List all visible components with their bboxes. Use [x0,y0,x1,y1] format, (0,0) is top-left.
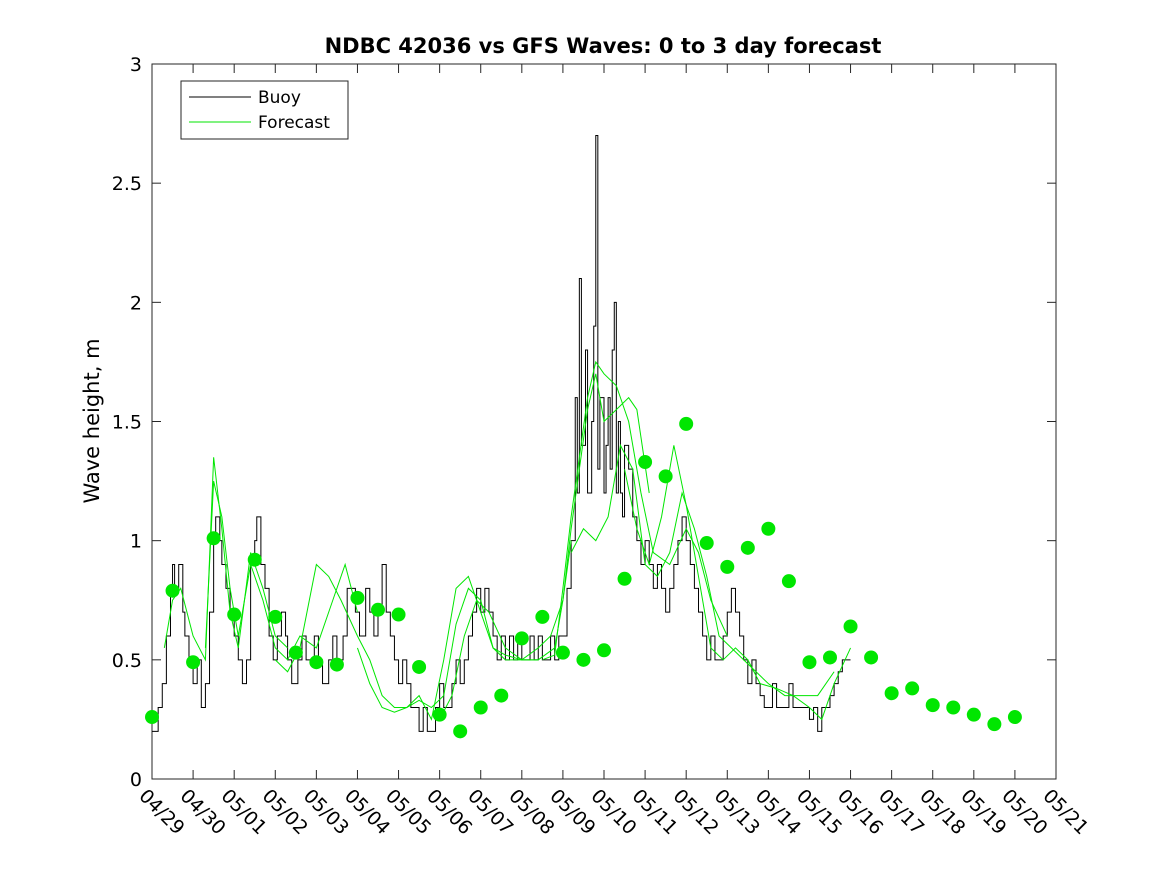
forecast-marker [884,686,899,701]
x-tick-label: 05/02 [258,785,312,839]
forecast-marker [925,698,940,713]
x-tick-label: 05/13 [710,785,764,839]
forecast-marker [145,710,159,725]
forecast-marker [1007,710,1022,725]
forecast-marker [864,650,879,665]
series-layer [145,135,1022,739]
x-tick-label: 05/01 [217,785,271,839]
forecast-marker [206,531,221,546]
forecast-marker [597,643,611,658]
forecast-marker [638,455,653,470]
legend-forecast-label: Forecast [258,113,330,133]
forecast-run-line [542,360,728,661]
forecast-marker [432,707,447,722]
forecast-marker [453,724,468,739]
forecast-marker [227,607,242,622]
x-tick-label: 05/09 [545,785,599,839]
forecast-marker [391,607,406,622]
x-tick-label: 05/20 [997,785,1051,839]
forecast-marker [740,540,755,555]
x-tick-label: 05/11 [628,785,682,839]
x-tick-label: 05/06 [422,785,476,839]
forecast-marker [247,552,262,567]
forecast-marker [555,645,570,660]
forecast-marker [165,583,180,598]
x-tick-label: 05/08 [504,785,558,839]
chart-title: NDBC 42036 vs GFS Waves: 0 to 3 day fore… [325,34,882,58]
x-tick-label: 05/17 [874,785,928,839]
forecast-marker [987,717,1002,732]
x-tick-label: 05/15 [792,785,846,839]
forecast-marker [679,416,694,431]
y-tick-label: 0.5 [112,650,142,672]
forecast-run-line [204,480,358,661]
x-tick-label: 05/07 [463,785,517,839]
legend-box [180,80,349,140]
forecast-marker [268,609,283,624]
y-axis-label: Wave height, m [80,338,104,503]
forecast-marker [535,609,550,624]
legend-buoy-label: Buoy [258,88,301,108]
legend: Buoy Forecast [180,80,349,140]
forecast-run-line [356,540,572,713]
x-tick-label: 05/04 [340,785,394,839]
forecast-marker [617,571,632,586]
forecast-marker [309,655,324,670]
x-tick-label: 05/14 [751,785,805,839]
forecast-marker [699,536,714,551]
x-tick-label: 05/18 [915,785,969,839]
x-tick-label: 05/12 [669,785,723,839]
y-axis: 0 0.5 1 1.5 2 2.5 3 [112,54,1056,791]
x-tick-label: 05/19 [956,785,1010,839]
x-tick-label: 05/16 [833,785,887,839]
forecast-marker [494,688,509,703]
y-tick-label: 0 [130,769,142,791]
forecast-run-line [570,443,835,697]
forecast-marker [761,521,776,536]
x-tick-label: 05/03 [299,785,353,839]
forecast-marker [966,707,981,722]
forecast-marker [781,574,796,589]
forecast-marker [905,681,920,696]
forecast-marker [329,657,344,672]
forecast-marker [823,650,837,665]
y-tick-label: 2.5 [112,173,142,195]
y-tick-label: 2 [130,292,142,314]
plot-area: 00.511.522.53 04/2904/3005/0105/0205/030… [112,54,1093,839]
forecast-marker [946,700,961,715]
y-tick-label: 1.5 [112,412,142,434]
forecast-marker [412,659,427,674]
forecast-marker [576,652,591,667]
forecast-marker [843,619,858,634]
forecast-marker [288,645,303,660]
forecast-marker [802,655,817,670]
forecast-marker [473,700,488,715]
forecast-marker [350,590,365,605]
forecast-marker [514,631,529,646]
y-tick-label: 1 [130,531,142,553]
forecast-marker [371,602,385,617]
y-tick-label: 3 [130,54,142,76]
x-tick-label: 04/30 [176,785,230,839]
forecast-marker [720,559,735,574]
forecast-run-line [163,457,288,662]
forecast-run-line [439,373,650,720]
forecast-marker [658,469,673,484]
x-tick-label: 05/21 [1038,785,1092,839]
x-tick-label: 05/10 [586,785,640,839]
forecast-run-line [624,445,851,721]
forecast-marker [186,655,201,670]
buoy-line [152,135,851,732]
x-tick-label: 05/05 [381,785,435,839]
x-tick-label: 04/29 [134,785,188,839]
